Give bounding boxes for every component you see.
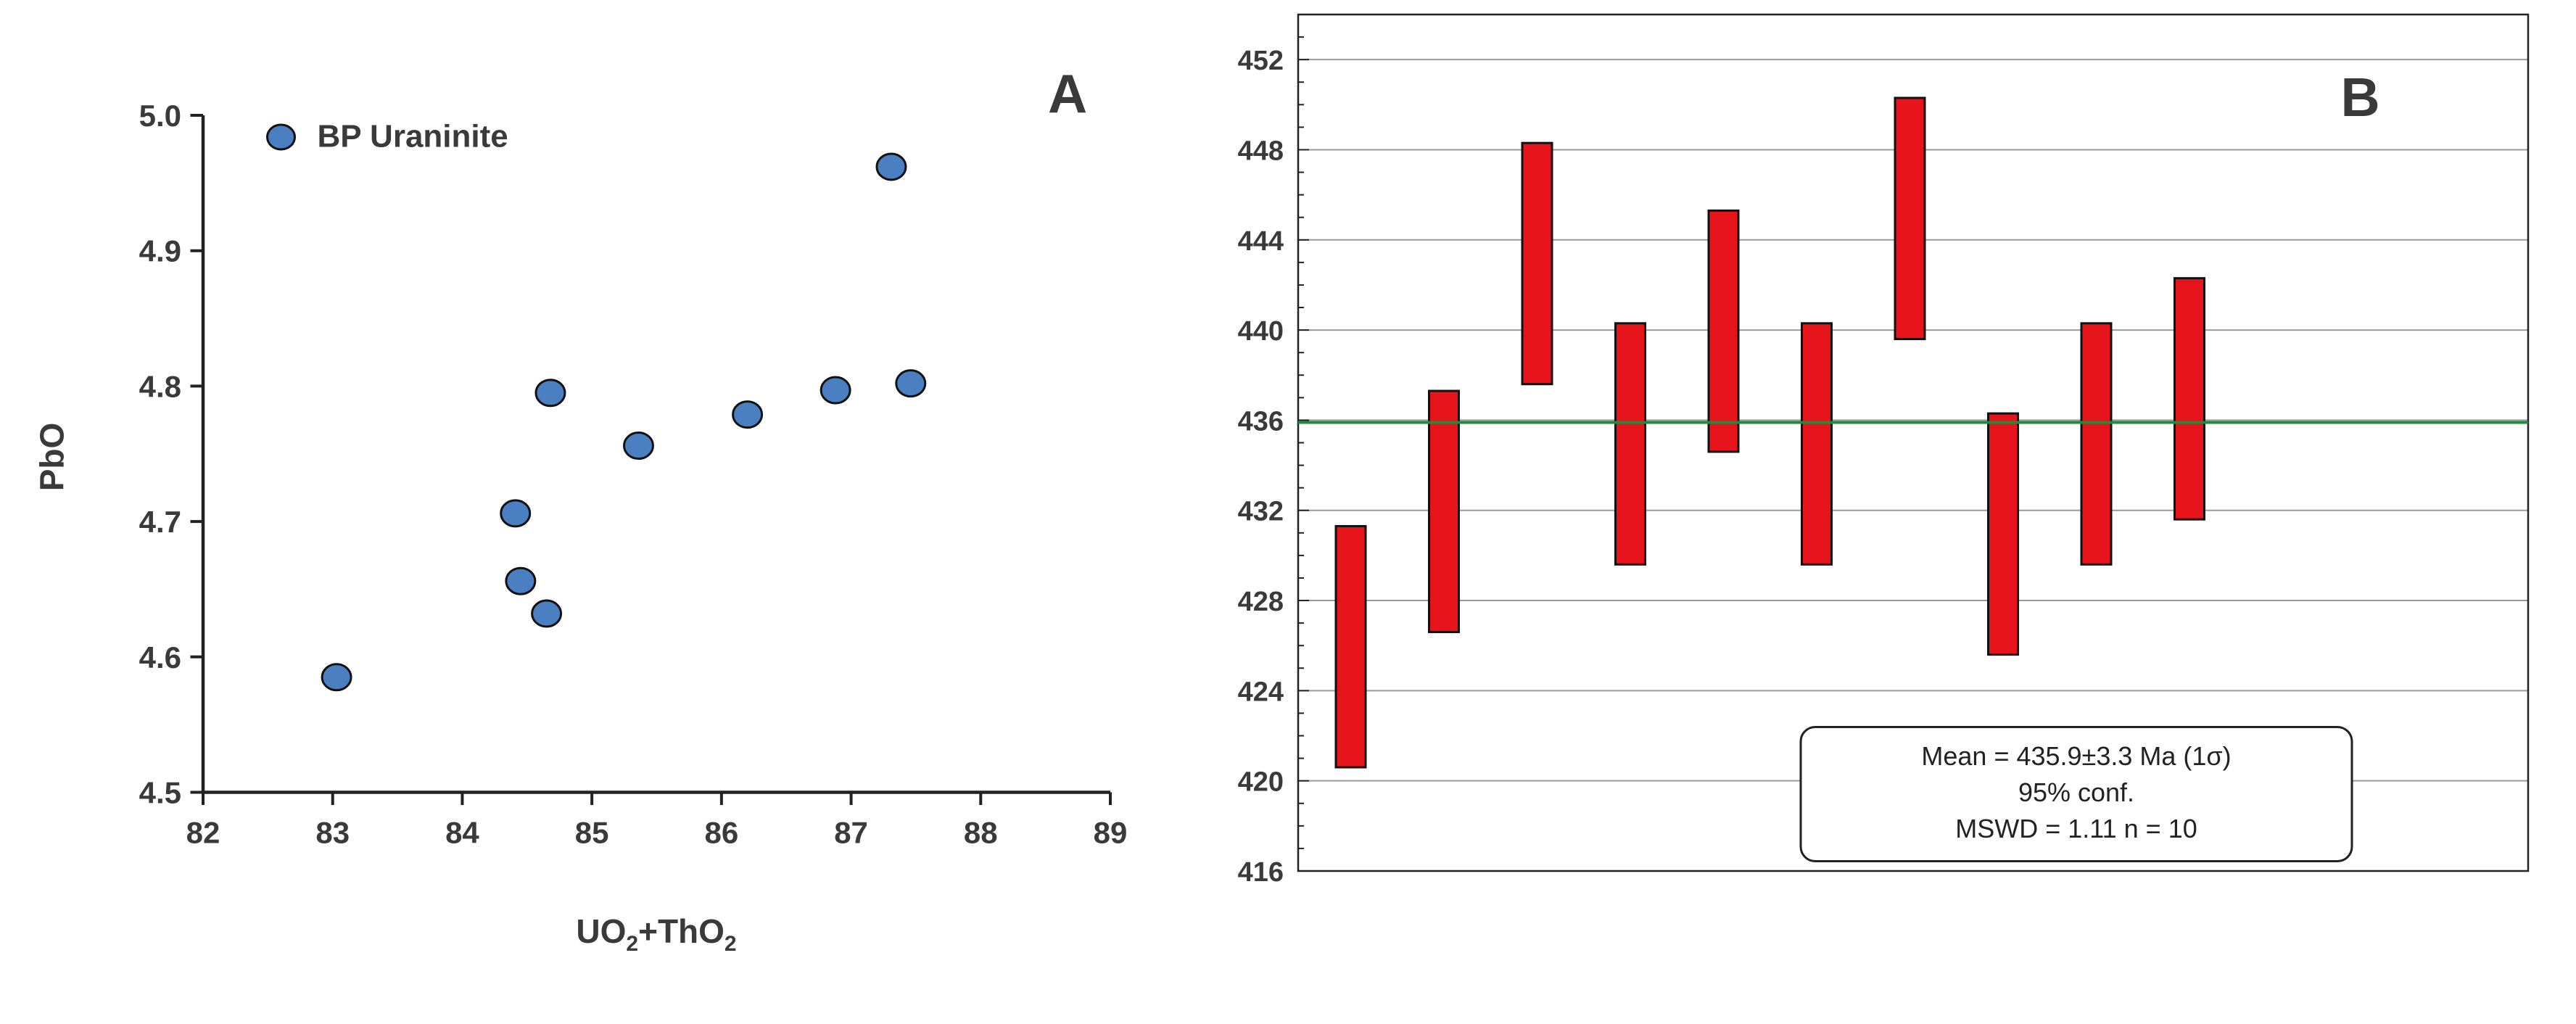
y-tick-label: 428 [1238, 587, 1284, 617]
data-point [895, 369, 927, 398]
y-tick-label: 4.9 [139, 234, 181, 268]
annotation-line2: 95% conf. [2018, 777, 2134, 807]
xlabel-tho: +ThO [638, 912, 724, 950]
y-tick-label: 452 [1238, 46, 1284, 76]
data-point [820, 376, 851, 405]
y-tick-label: 420 [1238, 767, 1284, 798]
xlabel-sub1: 2 [626, 932, 638, 956]
xlabel-uo: UO [576, 912, 626, 950]
error-box [1428, 389, 1460, 634]
x-tick-label: 85 [575, 816, 609, 850]
x-tick-label: 88 [964, 816, 998, 850]
error-box [2080, 322, 2113, 566]
error-box [1801, 322, 1833, 566]
data-point [500, 499, 532, 528]
legend-marker [266, 123, 296, 151]
panel-a-title: A [1048, 63, 1087, 124]
data-point [505, 566, 537, 595]
panel-a-ylabel: PbO [33, 423, 71, 492]
panel-b-weighted-mean: 416 420 424 428 432 436 440 444 448 452 Mean = 43… [1238, 13, 2530, 888]
data-point [321, 663, 352, 692]
error-box [1334, 524, 1367, 769]
y-tick-label: 424 [1238, 677, 1284, 707]
y-tick-label: 432 [1238, 497, 1284, 527]
error-box [1521, 141, 1553, 386]
y-tick-label: 4.7 [139, 505, 181, 539]
x-tick-label: 89 [1094, 816, 1128, 850]
data-point [531, 599, 563, 628]
data-point [534, 379, 566, 408]
data-point [732, 400, 764, 429]
error-box [1987, 412, 2019, 656]
error-box [2174, 277, 2205, 521]
error-box [1707, 209, 1740, 453]
y-tick-label: 448 [1238, 136, 1284, 166]
legend-label: BP Uraninite [318, 119, 508, 154]
error-box [1614, 322, 1646, 566]
y-tick-label: 440 [1238, 316, 1284, 347]
y-tick-label: 444 [1238, 226, 1284, 257]
panel-a-xlabel: UO2+ThO2 [576, 912, 736, 956]
x-tick-label: 83 [315, 816, 350, 850]
annotation-line3: MSWD = 1.11 n = 10 [1955, 814, 2197, 843]
annotation-line1: Mean = 435.9±3.3 Ma (1σ) [1921, 741, 2231, 771]
x-tick-label: 82 [186, 816, 220, 850]
y-tick-label: 4.5 [139, 776, 181, 810]
y-tick-label: 4.6 [139, 640, 181, 674]
data-point [622, 432, 654, 461]
x-tick-label: 87 [834, 816, 868, 850]
data-point [875, 152, 907, 181]
xlabel-sub2: 2 [724, 932, 737, 956]
error-box [1894, 96, 1926, 341]
x-tick-label: 86 [704, 816, 738, 850]
panel-b-title: B [2341, 67, 2380, 128]
y-tick-label: 416 [1238, 857, 1284, 888]
annotation-box [1799, 726, 2353, 862]
x-tick-label: 84 [445, 816, 479, 850]
y-tick-label: 4.8 [139, 369, 181, 403]
y-tick-label: 436 [1238, 406, 1284, 437]
y-tick-label: 5.0 [139, 99, 181, 133]
